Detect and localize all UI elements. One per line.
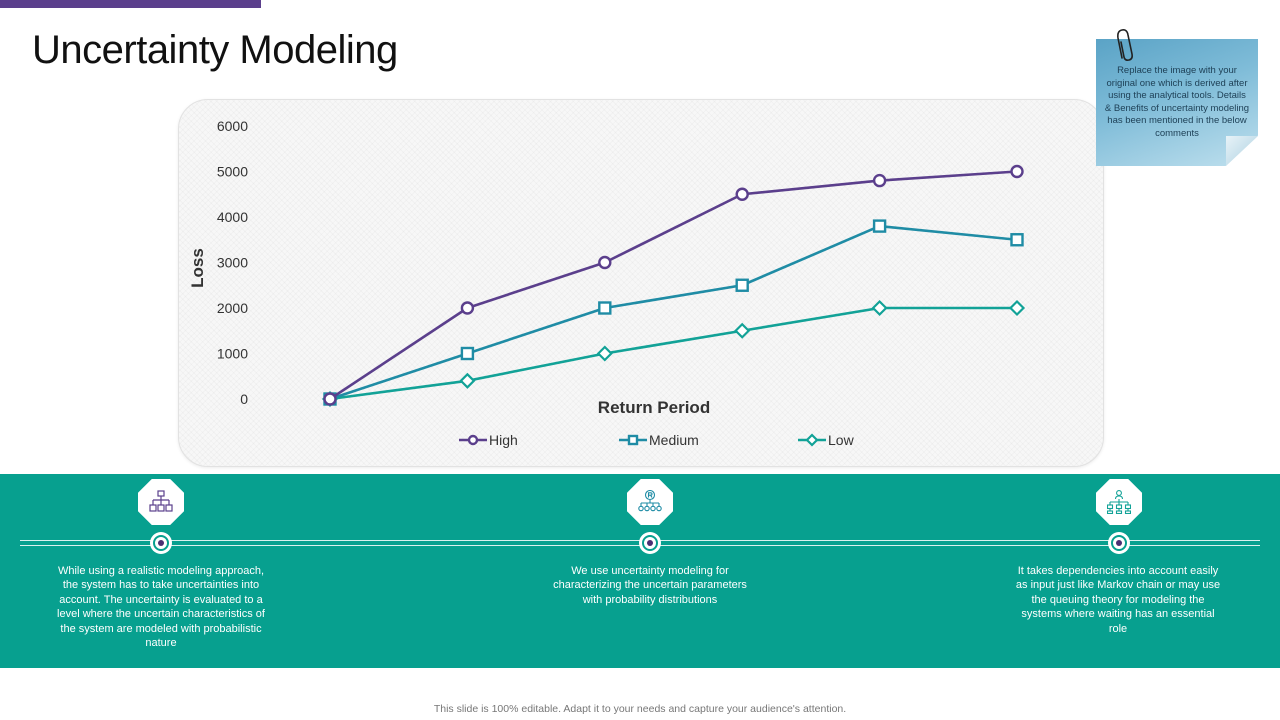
series-line-low [329,306,1017,401]
line-chart: 0 1000 2000 3000 4000 5000 6000 Loss Return Peri… [188,118,1026,448]
x-axis-title: Return Period [598,398,710,417]
footer-note: This slide is 100% editable. Adapt it to… [433,703,847,715]
org-chart-icon [138,479,184,525]
legend-label-low: Low [828,432,855,448]
data-point-medium [735,278,749,292]
timeline-node-1 [150,532,172,554]
data-point-medium [1010,233,1024,247]
network-hierarchy-icon [1096,479,1142,525]
legend-marker-low [805,433,819,447]
data-point-medium [460,346,475,361]
top-accent-bar [0,0,261,8]
y-tick-label: 6000 [217,118,248,134]
data-point-high [323,392,337,406]
legend-marker-high [467,434,479,446]
y-tick-label: 2000 [217,300,248,316]
timeline-node-2 [639,532,661,554]
y-axis-title: Loss [188,248,207,288]
legend-label-high: High [489,432,518,448]
legend-label-medium: Medium [649,432,699,448]
registered-hierarchy-icon [627,479,673,525]
point-text-2: We use uncertainty modeling for characte… [553,565,747,606]
data-point-low [871,299,888,317]
y-tick-label: 5000 [217,164,248,180]
data-point-high [735,187,749,201]
info-band: While using a realistic modeling approac… [0,474,1280,668]
data-point-medium [598,301,612,315]
data-point-high [598,255,612,270]
paperclip-icon [1117,29,1133,61]
data-point-low [734,322,751,339]
data-point-medium [872,219,887,233]
data-point-low [596,345,613,362]
point-text-1: While using a realistic modeling approac… [57,565,265,650]
y-tick-label: 3000 [217,255,248,271]
timeline-node-3 [1108,532,1130,554]
y-tick-label: 4000 [217,209,248,225]
data-point-high [460,301,475,315]
y-tick-label: 1000 [217,346,248,362]
data-point-high [1010,164,1024,179]
point-text-3: It takes dependencies into account easil… [1015,565,1221,635]
data-point-high [872,173,887,188]
legend-marker-medium [627,434,639,446]
sticky-note-text: Replace the image with your original one… [1104,65,1250,139]
series-line-medium [329,224,1018,401]
chart-panel: 0 1000 2000 3000 4000 5000 6000 Loss Return Peri… [178,99,1104,467]
series-line-high [329,170,1018,401]
page-title: Uncertainty Modeling [32,28,398,72]
data-point-low [459,372,476,389]
data-point-low [1008,299,1026,317]
y-tick-label: 0 [240,391,248,407]
